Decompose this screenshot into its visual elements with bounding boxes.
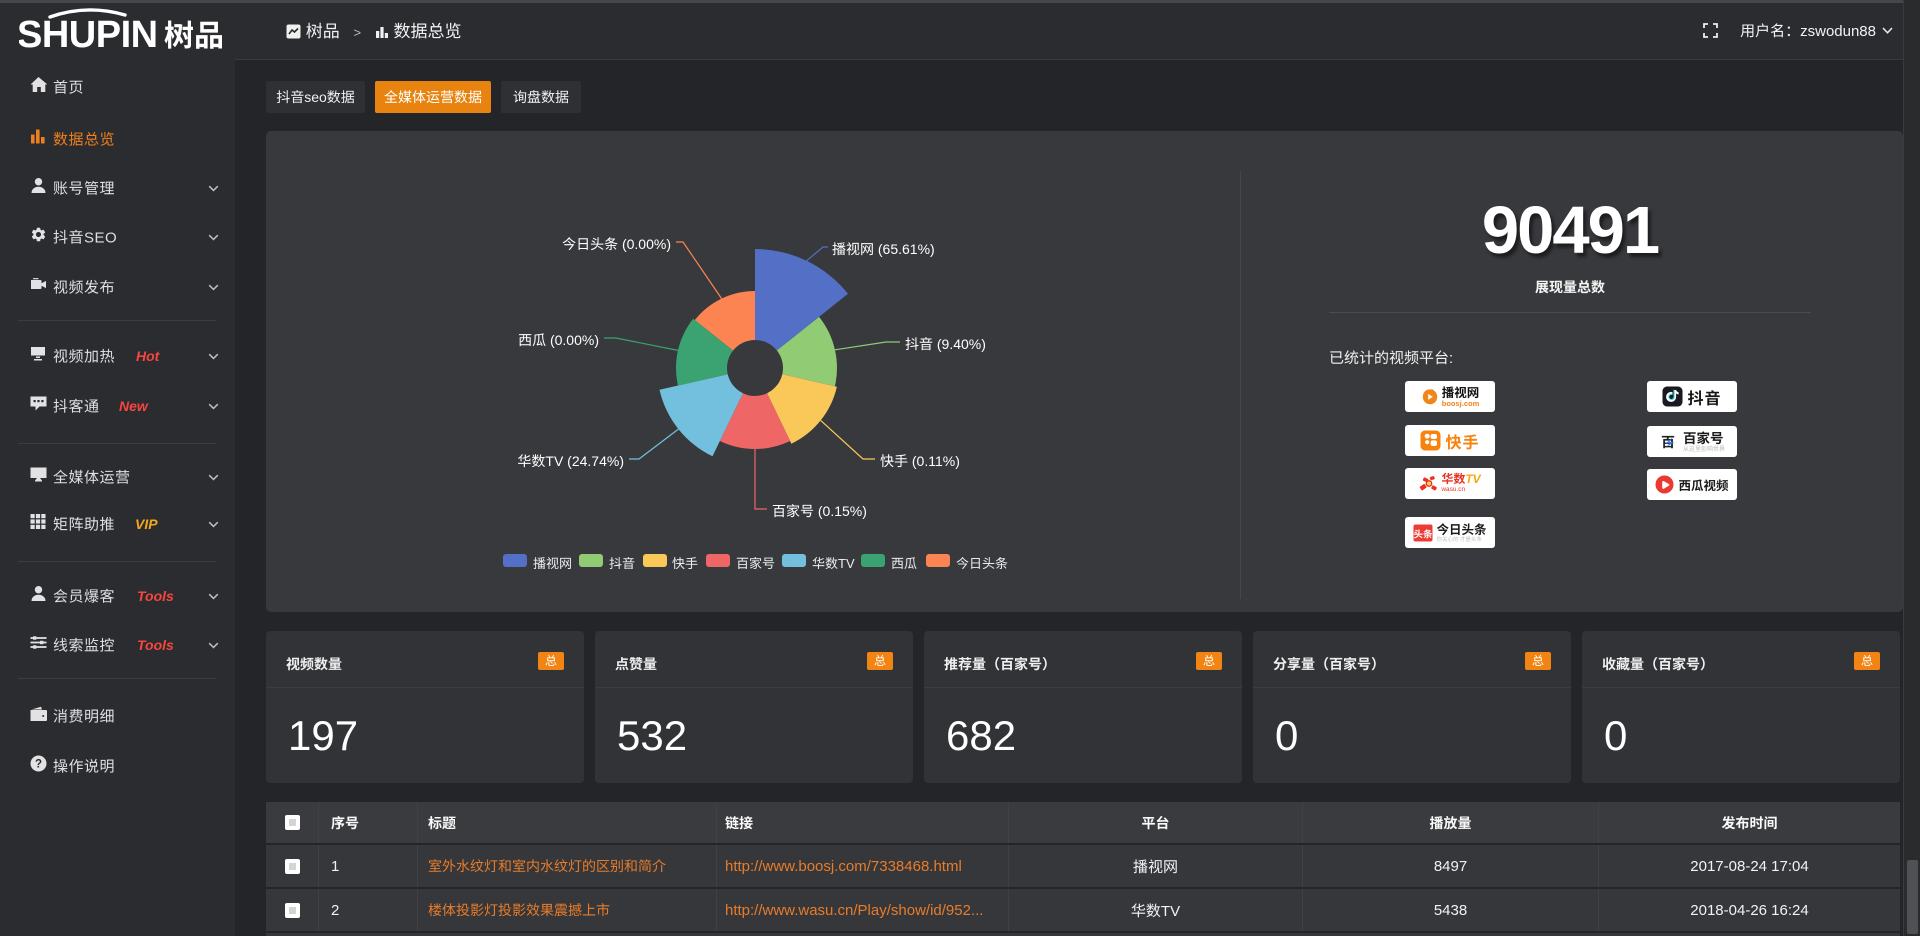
svg-text:头条: 头条 xyxy=(1414,526,1434,540)
svg-text:?: ? xyxy=(35,759,42,771)
svg-text:SHUPIN: SHUPIN xyxy=(19,14,158,53)
svg-text:树品: 树品 xyxy=(164,11,224,53)
